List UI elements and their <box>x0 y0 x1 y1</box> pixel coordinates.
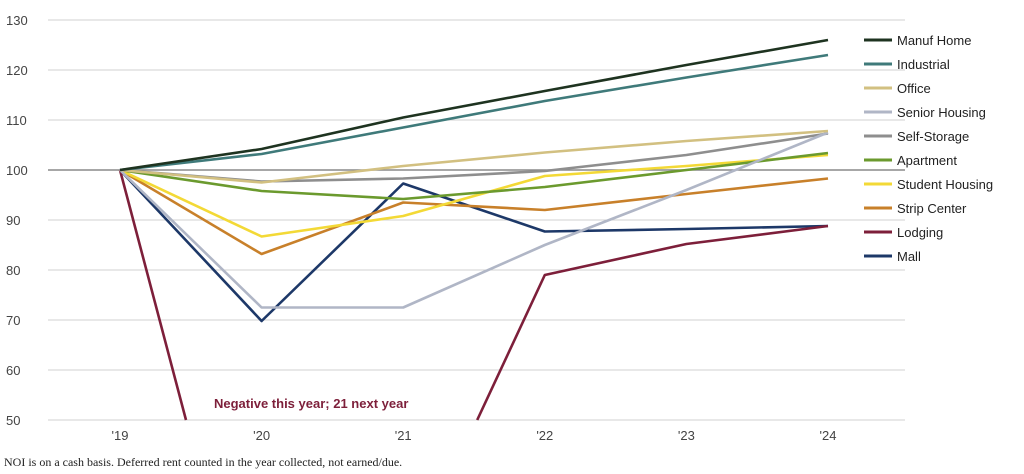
legend: Manuf Home Industrial Office Senior Housing… <box>864 33 993 264</box>
x-tick-label: '20 <box>253 428 270 443</box>
legend-label: Strip Center <box>897 201 967 216</box>
legend-label: Senior Housing <box>897 105 986 120</box>
legend-label: Office <box>897 81 931 96</box>
x-tick-label: '19 <box>112 428 129 443</box>
legend-item-office: Office <box>864 81 931 96</box>
legend-label: Apartment <box>897 153 957 168</box>
y-tick-label: 130 <box>6 13 28 28</box>
legend-item-student-housing: Student Housing <box>864 177 993 192</box>
series-lines <box>118 38 829 421</box>
series-line-industrial <box>119 53 829 172</box>
y-tick-label: 60 <box>6 363 20 378</box>
x-tick-label: '24 <box>820 428 837 443</box>
series-line-office <box>119 129 829 184</box>
legend-item-senior-housing: Senior Housing <box>864 105 986 120</box>
series-line-student-housing <box>119 153 829 238</box>
y-tick-label: 90 <box>6 213 20 228</box>
legend-item-lodging: Lodging <box>864 225 943 240</box>
legend-label: Lodging <box>897 225 943 240</box>
series-line-apartment <box>119 151 829 201</box>
x-tick-label: '22 <box>536 428 553 443</box>
legend-label: Self-Storage <box>897 129 969 144</box>
x-axis-ticks: '19 '20 '21 '22 '23 '24 <box>112 428 837 443</box>
y-tick-label: 100 <box>6 163 28 178</box>
y-tick-label: 70 <box>6 313 20 328</box>
series-line-lodging <box>118 169 829 421</box>
legend-item-mall: Mall <box>864 249 921 264</box>
legend-item-apartment: Apartment <box>864 153 957 168</box>
lodging-annotation: Negative this year; 21 next year <box>214 396 408 411</box>
legend-item-industrial: Industrial <box>864 57 950 72</box>
y-tick-label: 50 <box>6 413 20 428</box>
legend-label: Manuf Home <box>897 33 971 48</box>
grid-lines <box>48 19 905 421</box>
footnote: NOI is on a cash basis. Deferred rent co… <box>4 455 403 469</box>
x-tick-label: '21 <box>395 428 412 443</box>
y-tick-label: 110 <box>6 113 27 128</box>
x-tick-label: '23 <box>678 428 695 443</box>
legend-item-strip-center: Strip Center <box>864 201 967 216</box>
y-tick-label: 120 <box>6 63 28 78</box>
series-line-senior-housing <box>119 131 829 309</box>
legend-item-self-storage: Self-Storage <box>864 129 969 144</box>
y-axis-ticks: 50 60 70 80 90 100 110 120 130 <box>6 13 28 428</box>
legend-item-manuf-home: Manuf Home <box>864 33 971 48</box>
series-line-manuf-home <box>119 38 829 172</box>
legend-label: Industrial <box>897 57 950 72</box>
legend-label: Student Housing <box>897 177 993 192</box>
legend-label: Mall <box>897 249 921 264</box>
y-tick-label: 80 <box>6 263 20 278</box>
series-line-strip-center <box>119 168 829 256</box>
